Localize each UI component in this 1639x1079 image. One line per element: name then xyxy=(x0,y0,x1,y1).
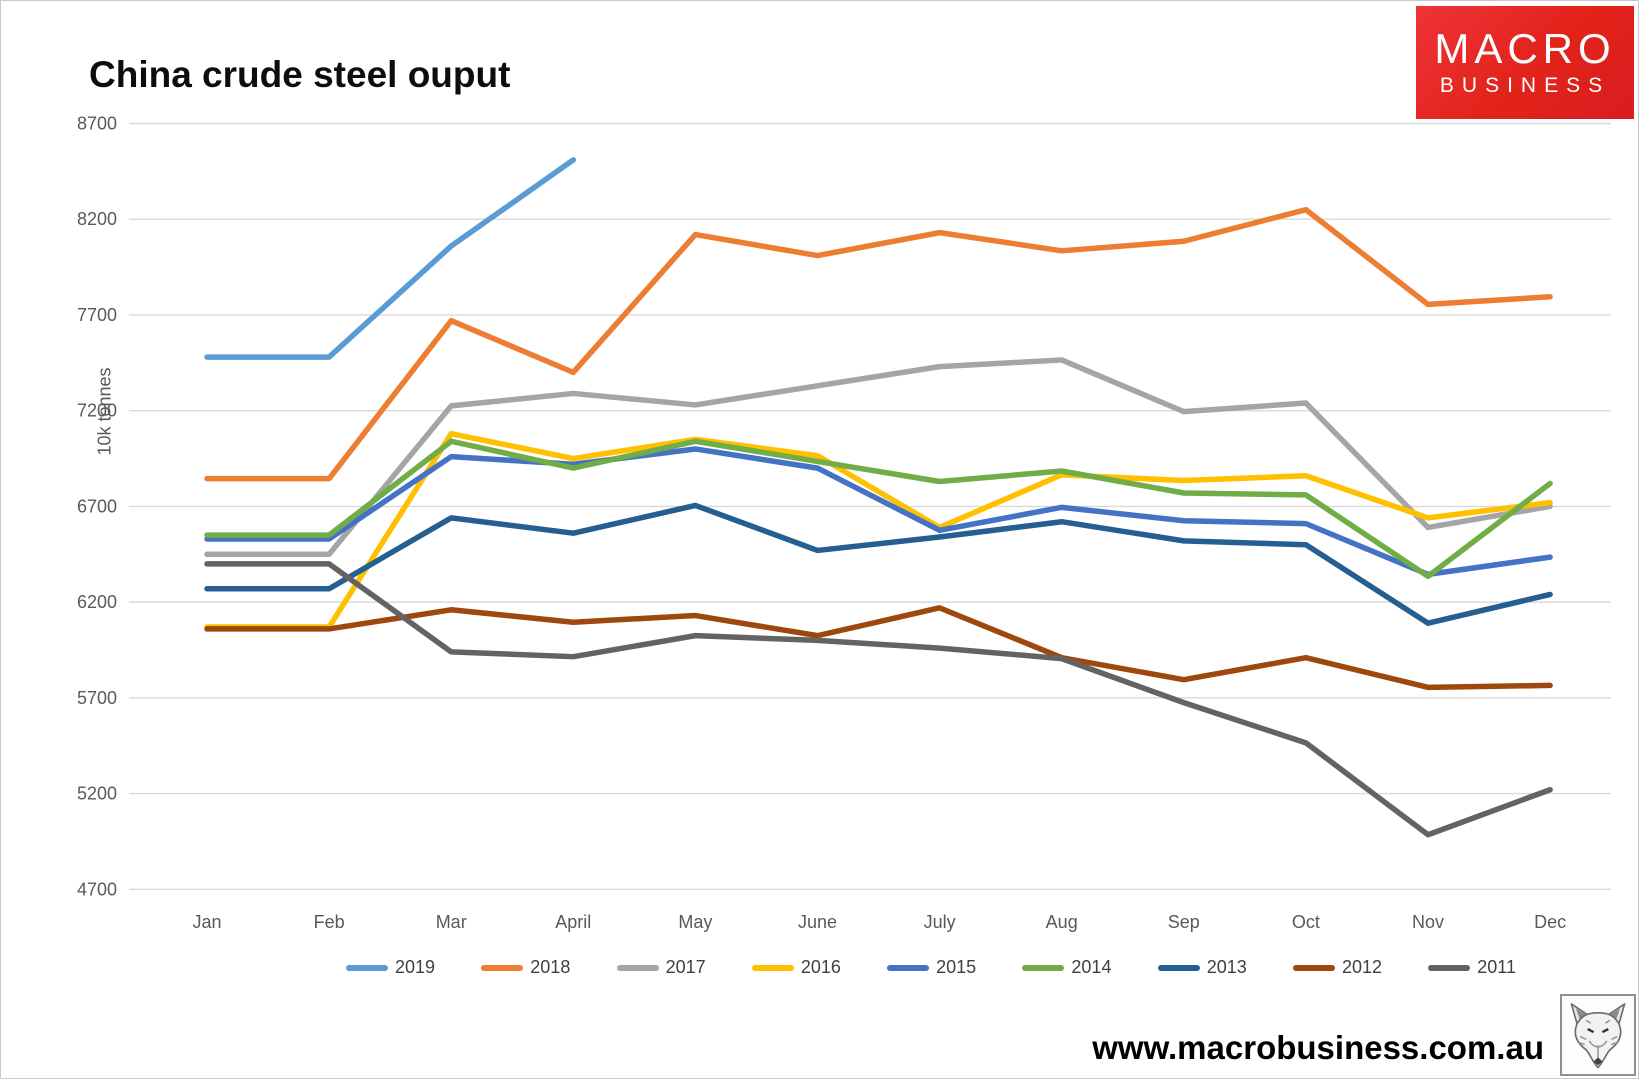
logo-text-macro: MACRO xyxy=(1434,24,1616,72)
x-axis-month-label: Aug xyxy=(1046,912,1078,932)
legend-item-2019: 2019 xyxy=(346,957,435,978)
series-line-2012 xyxy=(204,605,1553,691)
legend-swatch-2014 xyxy=(1022,964,1065,971)
y-axis-tick-label: 8200 xyxy=(77,209,117,229)
series-line-2014 xyxy=(204,438,1553,580)
y-axis-tick-label: 4700 xyxy=(77,879,117,899)
legend-swatch-2011 xyxy=(1428,964,1471,971)
legend-item-2015: 2015 xyxy=(887,957,976,978)
x-axis-month-label: Dec xyxy=(1534,912,1566,932)
x-axis-month-label: Jan xyxy=(192,912,221,932)
series-line-2017 xyxy=(204,357,1553,558)
macrobusiness-logo: MACRO BUSINESS xyxy=(1416,6,1634,119)
chart-legend: 2019 2018 2017 2016 2015 2014 2013 2012 2011 xyxy=(346,957,1516,978)
x-axis-month-label: Sep xyxy=(1168,912,1200,932)
y-axis-tick-label: 8700 xyxy=(77,114,117,134)
wolf-logo xyxy=(1560,994,1636,1076)
x-axis-month-label: May xyxy=(678,912,712,932)
legend-item-2013: 2013 xyxy=(1157,957,1247,978)
legend-item-2011: 2011 xyxy=(1428,957,1516,978)
legend-item-2017: 2017 xyxy=(616,957,706,978)
chart-title: China crude steel ouput xyxy=(89,53,511,95)
legend-swatch-2015 xyxy=(887,964,930,971)
y-axis-title: 10k tonnes xyxy=(94,367,115,456)
legend-swatch-2012 xyxy=(1292,964,1335,971)
legend-swatch-2016 xyxy=(751,964,794,971)
x-axis-month-label: Oct xyxy=(1292,912,1320,932)
legend-label-2013: 2013 xyxy=(1206,957,1247,977)
legend-label-2019: 2019 xyxy=(395,957,436,977)
legend-label-2017: 2017 xyxy=(665,957,706,977)
legend-item-2016: 2016 xyxy=(751,957,841,978)
y-axis-tick-label: 5200 xyxy=(77,784,117,804)
series-line-2013 xyxy=(204,502,1553,626)
series-line-2019 xyxy=(204,157,577,360)
legend-label-2018: 2018 xyxy=(530,957,571,977)
y-axis-tick-label: 7200 xyxy=(77,401,117,421)
legend-label-2012: 2012 xyxy=(1341,957,1383,977)
legend-item-2014: 2014 xyxy=(1022,957,1111,978)
legend-swatch-2018 xyxy=(481,964,524,971)
series-line-2016 xyxy=(204,430,1553,630)
legend-label-2016: 2016 xyxy=(800,957,841,977)
legend-swatch-2019 xyxy=(346,964,388,971)
wolf-icon xyxy=(1570,1003,1626,1069)
legend-swatch-2017 xyxy=(616,964,659,971)
legend-item-2012: 2012 xyxy=(1292,957,1383,978)
logo-text-business: BUSINESS xyxy=(1439,74,1611,98)
legend-swatch-2013 xyxy=(1157,964,1200,971)
series-line-2015 xyxy=(204,446,1553,578)
y-axis-tick-label: 7700 xyxy=(77,305,117,325)
x-axis-month-label: Nov xyxy=(1412,912,1444,932)
x-axis-month-label: April xyxy=(555,912,591,932)
website-url[interactable]: www.macrobusiness.com.au xyxy=(1092,1029,1544,1066)
x-axis-month-label: Mar xyxy=(436,912,467,932)
x-axis-month-label: July xyxy=(924,912,956,932)
legend-item-2018: 2018 xyxy=(481,957,570,978)
y-axis-tick-label: 6700 xyxy=(77,496,117,516)
y-axis-tick-label: 5700 xyxy=(77,688,117,708)
x-axis-month-label: June xyxy=(798,912,837,932)
legend-label-2015: 2015 xyxy=(936,957,977,977)
y-axis-tick-label: 6200 xyxy=(77,592,117,612)
series-line-2011 xyxy=(204,561,1553,838)
legend-label-2011: 2011 xyxy=(1477,957,1516,977)
x-axis-month-label: Feb xyxy=(314,912,345,932)
series-line-2018 xyxy=(204,206,1553,482)
legend-label-2014: 2014 xyxy=(1071,957,1112,977)
